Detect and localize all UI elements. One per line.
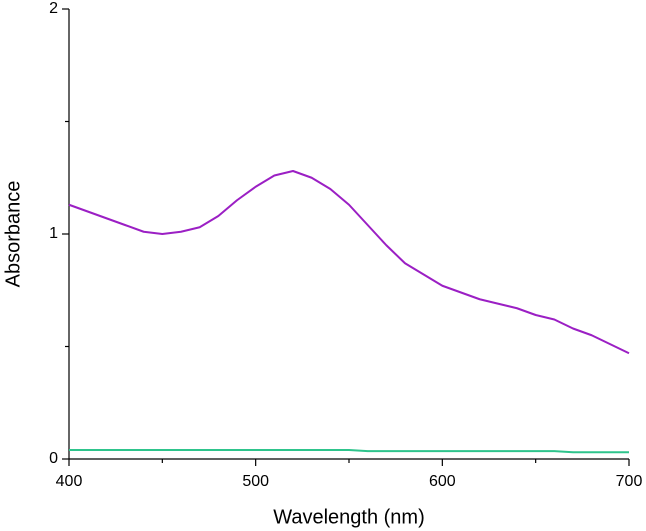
series-line xyxy=(68,170,630,355)
series-line xyxy=(69,449,629,454)
x-tick-label: 500 xyxy=(242,473,269,490)
x-tick-label: 400 xyxy=(56,473,83,490)
y-axis-label: Absorbance xyxy=(2,181,24,288)
y-tick-label: 0 xyxy=(49,450,58,467)
x-tick-label: 700 xyxy=(616,473,643,490)
x-axis-label: Wavelength (nm) xyxy=(273,506,425,528)
y-tick-label: 1 xyxy=(49,225,58,242)
y-tick-label: 2 xyxy=(49,0,58,17)
x-tick-label: 600 xyxy=(429,473,456,490)
